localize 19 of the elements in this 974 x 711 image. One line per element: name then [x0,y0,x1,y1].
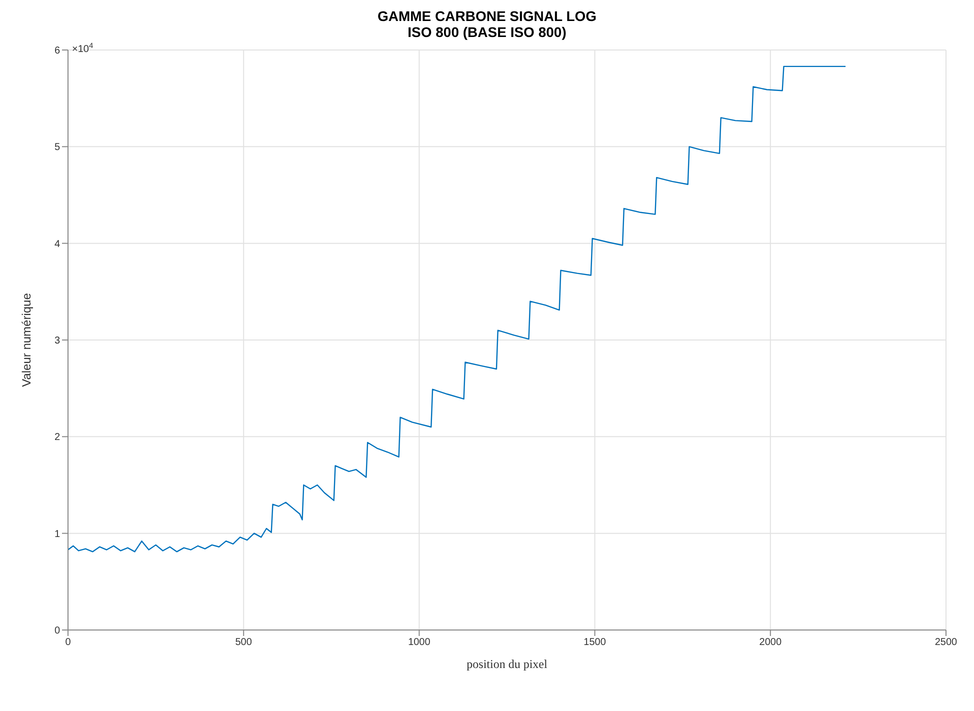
y-tick-label: 0 [54,626,60,637]
y-tick-label: 4 [54,238,60,250]
y-tick-label: 1 [54,528,60,540]
y-tick-label: 3 [54,336,60,347]
x-tick-label: 1000 [408,637,431,648]
chart-subtitle: ISO 800 (BASE ISO 800) [406,24,568,40]
x-tick-label: 2500 [934,637,958,648]
x-axis-title: position du pixel [466,657,548,671]
annotation: ×10$^{4}$ [72,40,94,55]
y-tick-label: 2 [54,432,60,444]
x-tick-label: 2000 [759,637,782,648]
y-tick-label: 6 [54,46,60,57]
x-tick-label: 1500 [584,637,606,648]
x-tick-label: 0 [65,637,72,648]
y-axis-title: Valeur numérique [19,292,34,387]
x-tick-label: 500 [235,637,252,648]
line-series [68,66,846,552]
chart-title: GAMME CARBONE SIGNAL LOG [376,8,598,24]
y-tick-label: 5 [54,142,60,154]
